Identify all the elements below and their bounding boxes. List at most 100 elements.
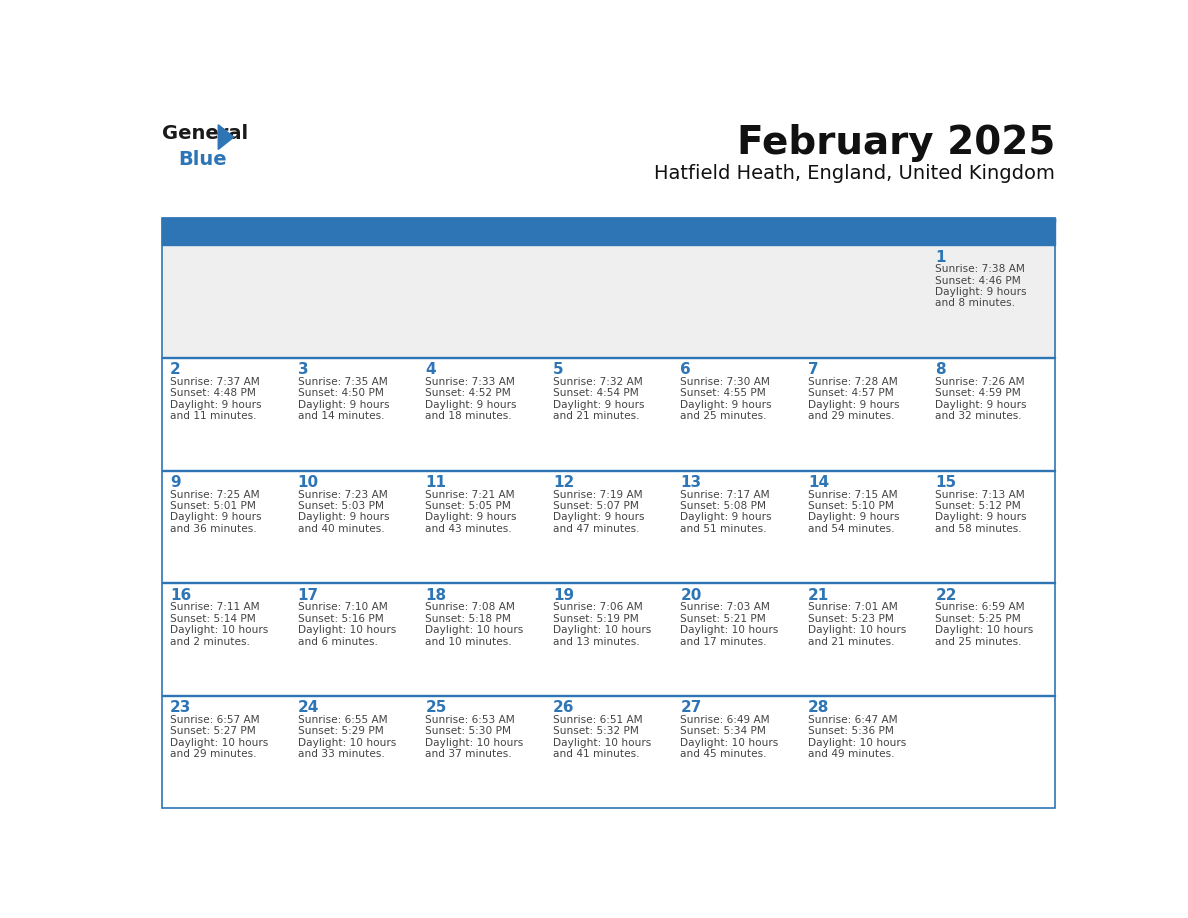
Text: and 18 minutes.: and 18 minutes. (425, 411, 512, 421)
Text: General: General (163, 124, 248, 143)
Text: Tuesday: Tuesday (425, 224, 492, 239)
Text: Sunset: 5:01 PM: Sunset: 5:01 PM (170, 501, 257, 511)
Text: Sunrise: 7:38 AM: Sunrise: 7:38 AM (935, 264, 1025, 274)
Text: Sunset: 5:03 PM: Sunset: 5:03 PM (298, 501, 384, 511)
Text: and 2 minutes.: and 2 minutes. (170, 636, 251, 646)
Text: Sunday: Sunday (170, 224, 230, 239)
Text: Sunrise: 7:01 AM: Sunrise: 7:01 AM (808, 602, 898, 612)
Text: 17: 17 (298, 588, 318, 603)
Text: February 2025: February 2025 (737, 124, 1055, 162)
Bar (801, 218, 928, 244)
Text: Daylight: 9 hours: Daylight: 9 hours (298, 512, 390, 522)
Text: Hatfield Heath, England, United Kingdom: Hatfield Heath, England, United Kingdom (655, 164, 1055, 183)
Text: Daylight: 10 hours: Daylight: 10 hours (298, 738, 396, 748)
Text: Daylight: 10 hours: Daylight: 10 hours (808, 738, 906, 748)
Text: 23: 23 (170, 700, 191, 715)
Bar (545, 218, 672, 244)
Text: Sunrise: 7:08 AM: Sunrise: 7:08 AM (425, 602, 516, 612)
Text: Sunset: 4:48 PM: Sunset: 4:48 PM (170, 388, 257, 398)
Text: and 43 minutes.: and 43 minutes. (425, 524, 512, 533)
Text: 22: 22 (935, 588, 958, 603)
Bar (163, 244, 1055, 245)
Text: Sunrise: 7:33 AM: Sunrise: 7:33 AM (425, 377, 516, 386)
Text: 10: 10 (298, 475, 318, 490)
Text: Daylight: 10 hours: Daylight: 10 hours (552, 625, 651, 635)
Text: Daylight: 9 hours: Daylight: 9 hours (935, 512, 1026, 522)
Text: Sunrise: 7:30 AM: Sunrise: 7:30 AM (681, 377, 770, 386)
Text: Daylight: 10 hours: Daylight: 10 hours (298, 625, 396, 635)
Text: Sunset: 5:16 PM: Sunset: 5:16 PM (298, 614, 384, 623)
Text: 16: 16 (170, 588, 191, 603)
Text: Sunset: 5:19 PM: Sunset: 5:19 PM (552, 614, 639, 623)
Text: and 41 minutes.: and 41 minutes. (552, 749, 639, 759)
Text: Sunrise: 7:13 AM: Sunrise: 7:13 AM (935, 489, 1025, 499)
Text: Sunrise: 7:23 AM: Sunrise: 7:23 AM (298, 489, 387, 499)
Text: 27: 27 (681, 700, 702, 715)
Text: Sunrise: 7:28 AM: Sunrise: 7:28 AM (808, 377, 898, 386)
Text: Daylight: 9 hours: Daylight: 9 hours (808, 399, 899, 409)
Bar (163, 218, 1055, 222)
Bar (163, 695, 1055, 696)
Text: and 36 minutes.: and 36 minutes. (170, 524, 257, 533)
Text: and 13 minutes.: and 13 minutes. (552, 636, 639, 646)
Text: 26: 26 (552, 700, 574, 715)
Text: Sunset: 5:32 PM: Sunset: 5:32 PM (552, 726, 639, 736)
Text: Daylight: 9 hours: Daylight: 9 hours (552, 399, 644, 409)
Text: Sunrise: 7:03 AM: Sunrise: 7:03 AM (681, 602, 770, 612)
Text: Sunset: 5:36 PM: Sunset: 5:36 PM (808, 726, 893, 736)
Text: 14: 14 (808, 475, 829, 490)
Text: Sunrise: 6:53 AM: Sunrise: 6:53 AM (425, 715, 516, 725)
Text: and 25 minutes.: and 25 minutes. (681, 411, 767, 421)
Bar (417, 218, 545, 244)
Text: Sunset: 5:30 PM: Sunset: 5:30 PM (425, 726, 511, 736)
Text: Daylight: 10 hours: Daylight: 10 hours (808, 625, 906, 635)
Text: and 40 minutes.: and 40 minutes. (298, 524, 385, 533)
Text: Daylight: 10 hours: Daylight: 10 hours (425, 625, 524, 635)
Text: and 21 minutes.: and 21 minutes. (552, 411, 639, 421)
Text: and 29 minutes.: and 29 minutes. (808, 411, 895, 421)
Text: Sunrise: 7:21 AM: Sunrise: 7:21 AM (425, 489, 514, 499)
Text: Daylight: 9 hours: Daylight: 9 hours (552, 512, 644, 522)
Bar (163, 470, 1055, 582)
Text: Daylight: 9 hours: Daylight: 9 hours (808, 512, 899, 522)
Text: Daylight: 10 hours: Daylight: 10 hours (170, 738, 268, 748)
Bar (163, 357, 1055, 358)
Text: Daylight: 9 hours: Daylight: 9 hours (681, 399, 772, 409)
Text: 11: 11 (425, 475, 447, 490)
Text: and 8 minutes.: and 8 minutes. (935, 298, 1016, 308)
Text: Sunset: 5:14 PM: Sunset: 5:14 PM (170, 614, 255, 623)
Text: Sunrise: 7:17 AM: Sunrise: 7:17 AM (681, 489, 770, 499)
Text: Sunrise: 7:06 AM: Sunrise: 7:06 AM (552, 602, 643, 612)
Text: 15: 15 (935, 475, 956, 490)
Text: and 58 minutes.: and 58 minutes. (935, 524, 1022, 533)
Bar (163, 218, 1055, 808)
Text: Sunset: 4:54 PM: Sunset: 4:54 PM (552, 388, 639, 398)
Text: 24: 24 (298, 700, 320, 715)
Text: Sunset: 5:05 PM: Sunset: 5:05 PM (425, 501, 511, 511)
Bar (163, 582, 1055, 583)
Text: Sunset: 5:08 PM: Sunset: 5:08 PM (681, 501, 766, 511)
Bar (290, 218, 417, 244)
Text: Sunset: 4:50 PM: Sunset: 4:50 PM (298, 388, 384, 398)
Text: 25: 25 (425, 700, 447, 715)
Text: and 37 minutes.: and 37 minutes. (425, 749, 512, 759)
Text: Daylight: 10 hours: Daylight: 10 hours (681, 625, 778, 635)
Text: and 21 minutes.: and 21 minutes. (808, 636, 895, 646)
Text: and 14 minutes.: and 14 minutes. (298, 411, 384, 421)
Text: Sunrise: 7:25 AM: Sunrise: 7:25 AM (170, 489, 260, 499)
Text: Sunset: 5:27 PM: Sunset: 5:27 PM (170, 726, 255, 736)
Text: Daylight: 10 hours: Daylight: 10 hours (552, 738, 651, 748)
Text: 20: 20 (681, 588, 702, 603)
Bar (163, 695, 1055, 808)
Text: Sunset: 5:07 PM: Sunset: 5:07 PM (552, 501, 639, 511)
Text: Daylight: 9 hours: Daylight: 9 hours (935, 287, 1026, 297)
Text: Sunrise: 6:47 AM: Sunrise: 6:47 AM (808, 715, 898, 725)
Text: 8: 8 (935, 363, 946, 377)
Text: and 51 minutes.: and 51 minutes. (681, 524, 767, 533)
Text: and 29 minutes.: and 29 minutes. (170, 749, 257, 759)
Text: 9: 9 (170, 475, 181, 490)
Text: and 54 minutes.: and 54 minutes. (808, 524, 895, 533)
Text: Sunrise: 6:57 AM: Sunrise: 6:57 AM (170, 715, 260, 725)
Text: 21: 21 (808, 588, 829, 603)
Text: Sunset: 5:18 PM: Sunset: 5:18 PM (425, 614, 511, 623)
